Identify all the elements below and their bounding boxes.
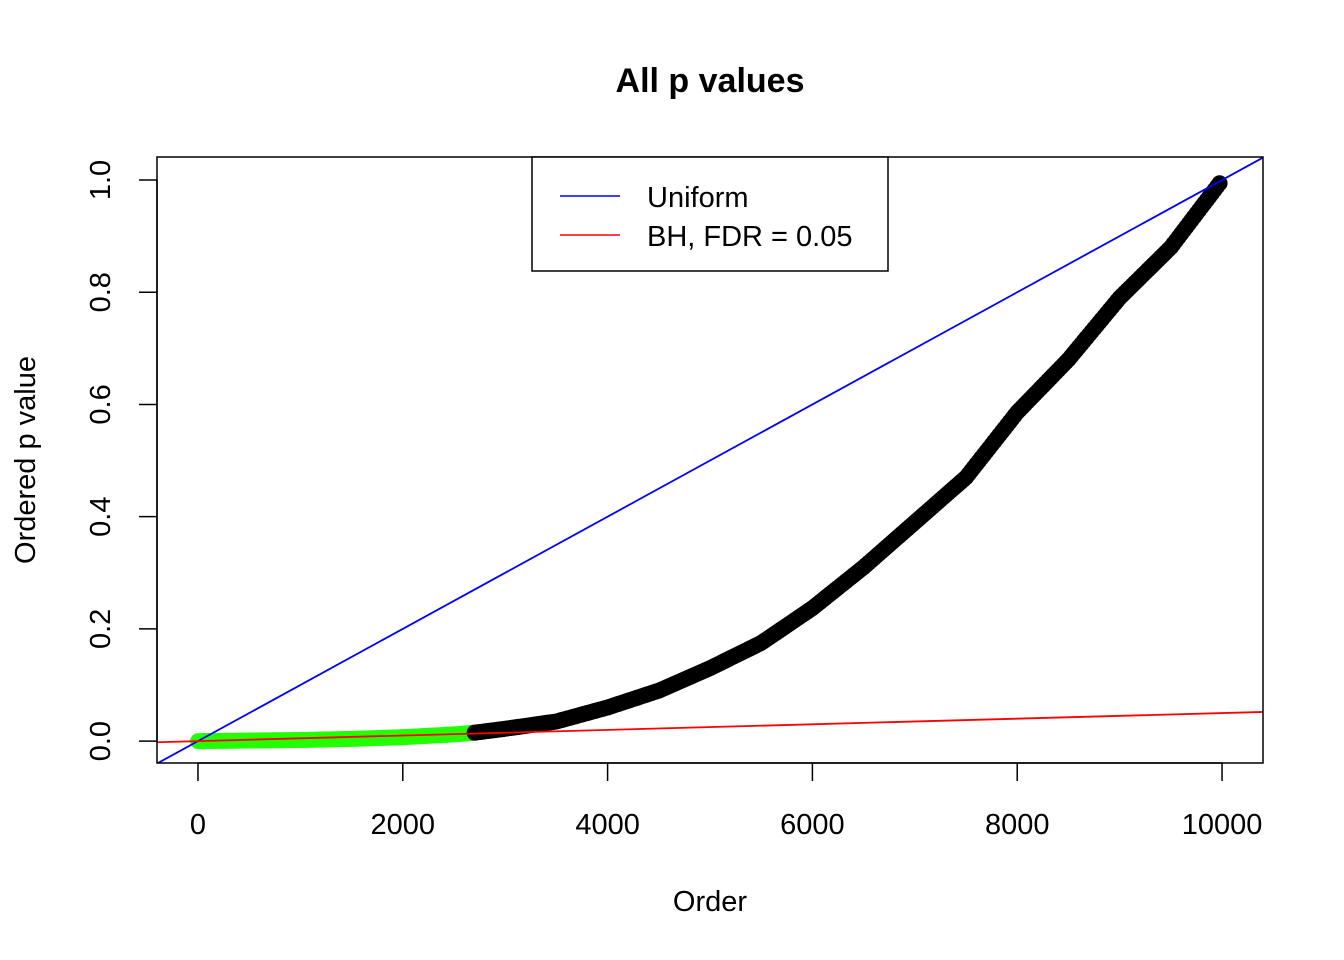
x-tick-label: 2000 [371, 809, 436, 841]
legend-label-bh: BH, FDR = 0.05 [647, 221, 853, 253]
legend-label-uniform: Uniform [647, 182, 749, 214]
x-tick-label: 8000 [985, 809, 1050, 841]
bh-line [157, 711, 1263, 744]
y-tick-label: 0.2 [85, 609, 117, 649]
y-tick-label: 0.4 [85, 497, 117, 537]
x-tick-label: 6000 [780, 809, 845, 841]
y-tick-label: 1.0 [85, 160, 117, 200]
y-tick-label: 0.6 [85, 384, 117, 424]
uniform-line [157, 157, 1263, 763]
x-tick-label: 0 [190, 809, 206, 841]
chart-title: All p values [616, 62, 805, 100]
legend: Uniform BH, FDR = 0.05 [531, 156, 889, 272]
x-axis-label: Order [673, 886, 747, 918]
x-tick-label: 4000 [575, 809, 640, 841]
legend-box [531, 156, 889, 272]
y-tick-label: 0.0 [85, 721, 117, 761]
x-tick-label: 10000 [1182, 809, 1263, 841]
y-tick-label: 0.8 [85, 272, 117, 312]
y-axis-label: Ordered p value [10, 356, 42, 564]
